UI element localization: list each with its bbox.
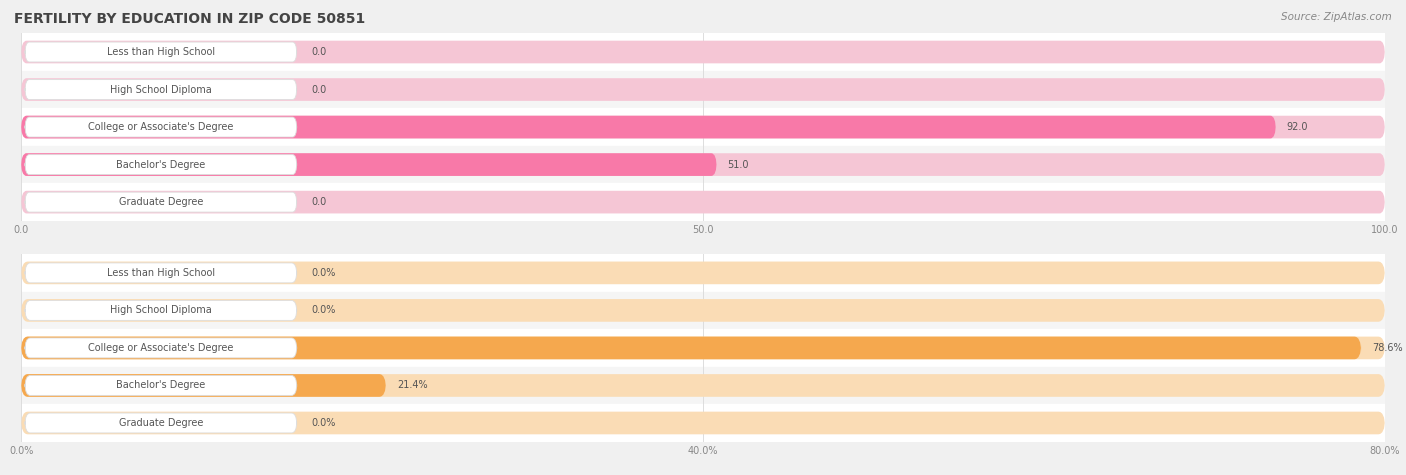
FancyBboxPatch shape	[21, 337, 1361, 359]
Bar	[21, 108, 1385, 146]
Bar	[21, 254, 1385, 292]
FancyBboxPatch shape	[25, 42, 297, 62]
Bar	[21, 146, 1385, 183]
Text: Source: ZipAtlas.com: Source: ZipAtlas.com	[1281, 12, 1392, 22]
Bar	[21, 71, 1385, 108]
FancyBboxPatch shape	[25, 192, 297, 212]
FancyBboxPatch shape	[21, 374, 1385, 397]
Text: 51.0: 51.0	[727, 160, 749, 170]
FancyBboxPatch shape	[21, 337, 1385, 359]
FancyBboxPatch shape	[21, 116, 1275, 138]
Text: 0.0: 0.0	[312, 85, 326, 95]
FancyBboxPatch shape	[21, 191, 1385, 213]
Bar	[21, 404, 1385, 442]
FancyBboxPatch shape	[21, 412, 1385, 434]
Bar	[21, 367, 1385, 404]
Text: High School Diploma: High School Diploma	[110, 85, 212, 95]
FancyBboxPatch shape	[25, 413, 297, 433]
FancyBboxPatch shape	[25, 301, 297, 320]
Bar	[21, 33, 1385, 71]
FancyBboxPatch shape	[21, 116, 1385, 138]
FancyBboxPatch shape	[21, 262, 1385, 284]
Text: College or Associate's Degree: College or Associate's Degree	[89, 343, 233, 353]
Bar	[21, 292, 1385, 329]
FancyBboxPatch shape	[21, 41, 1385, 63]
Bar	[21, 183, 1385, 221]
FancyBboxPatch shape	[21, 153, 1385, 176]
Bar	[21, 329, 1385, 367]
Text: FERTILITY BY EDUCATION IN ZIP CODE 50851: FERTILITY BY EDUCATION IN ZIP CODE 50851	[14, 12, 366, 26]
Text: 21.4%: 21.4%	[396, 380, 427, 390]
FancyBboxPatch shape	[25, 117, 297, 137]
FancyBboxPatch shape	[25, 263, 297, 283]
Text: 0.0%: 0.0%	[312, 305, 336, 315]
FancyBboxPatch shape	[21, 374, 385, 397]
Text: 0.0: 0.0	[312, 197, 326, 207]
Text: College or Associate's Degree: College or Associate's Degree	[89, 122, 233, 132]
Text: Less than High School: Less than High School	[107, 47, 215, 57]
Text: Graduate Degree: Graduate Degree	[118, 418, 202, 428]
FancyBboxPatch shape	[25, 155, 297, 174]
FancyBboxPatch shape	[21, 78, 1385, 101]
Text: 0.0%: 0.0%	[312, 418, 336, 428]
Text: 78.6%: 78.6%	[1372, 343, 1403, 353]
FancyBboxPatch shape	[25, 338, 297, 358]
FancyBboxPatch shape	[21, 299, 1385, 322]
Text: Less than High School: Less than High School	[107, 268, 215, 278]
Text: 0.0: 0.0	[312, 47, 326, 57]
Text: Bachelor's Degree: Bachelor's Degree	[117, 380, 205, 390]
FancyBboxPatch shape	[25, 376, 297, 395]
FancyBboxPatch shape	[25, 80, 297, 99]
Text: High School Diploma: High School Diploma	[110, 305, 212, 315]
FancyBboxPatch shape	[21, 153, 717, 176]
Text: Bachelor's Degree: Bachelor's Degree	[117, 160, 205, 170]
Text: 92.0: 92.0	[1286, 122, 1308, 132]
Text: Graduate Degree: Graduate Degree	[118, 197, 202, 207]
Text: 0.0%: 0.0%	[312, 268, 336, 278]
